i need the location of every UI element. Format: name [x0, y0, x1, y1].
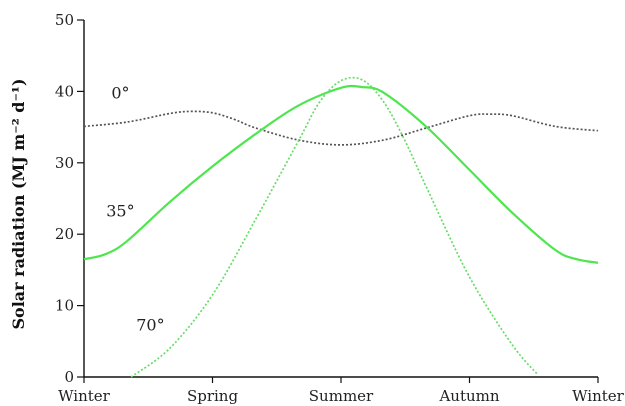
y-tick-label: 0 [64, 368, 74, 386]
series-label-70-deg: 70° [136, 316, 164, 335]
x-tick-label: Winter [58, 387, 111, 405]
y-tick-label: 50 [55, 11, 74, 29]
x-tick-label: Summer [309, 387, 374, 405]
y-tick-label: 20 [55, 225, 74, 243]
x-tick-label: Winter [572, 387, 625, 405]
y-tick-label: 40 [55, 82, 74, 100]
series-line-70-deg [130, 76, 539, 378]
axis-ticks: 0 10 20 30 40 50 Winter Spring Summer Autumn Winte… [55, 11, 625, 405]
series-line-35-deg [83, 84, 599, 264]
data-series [83, 76, 599, 378]
x-tick-label: Autumn [438, 387, 499, 405]
y-tick-label: 30 [55, 154, 74, 172]
y-tick-label: 10 [55, 297, 74, 315]
series-line-0-deg [83, 110, 599, 146]
x-tick-label: Spring [187, 387, 239, 405]
series-label-35-deg: 35° [106, 201, 134, 220]
y-axis-title: Solar radiation (MJ m⁻² d⁻¹) [9, 78, 28, 329]
series-labels: 0° 35° 70° [106, 84, 164, 335]
series-label-0-deg: 0° [111, 84, 129, 103]
